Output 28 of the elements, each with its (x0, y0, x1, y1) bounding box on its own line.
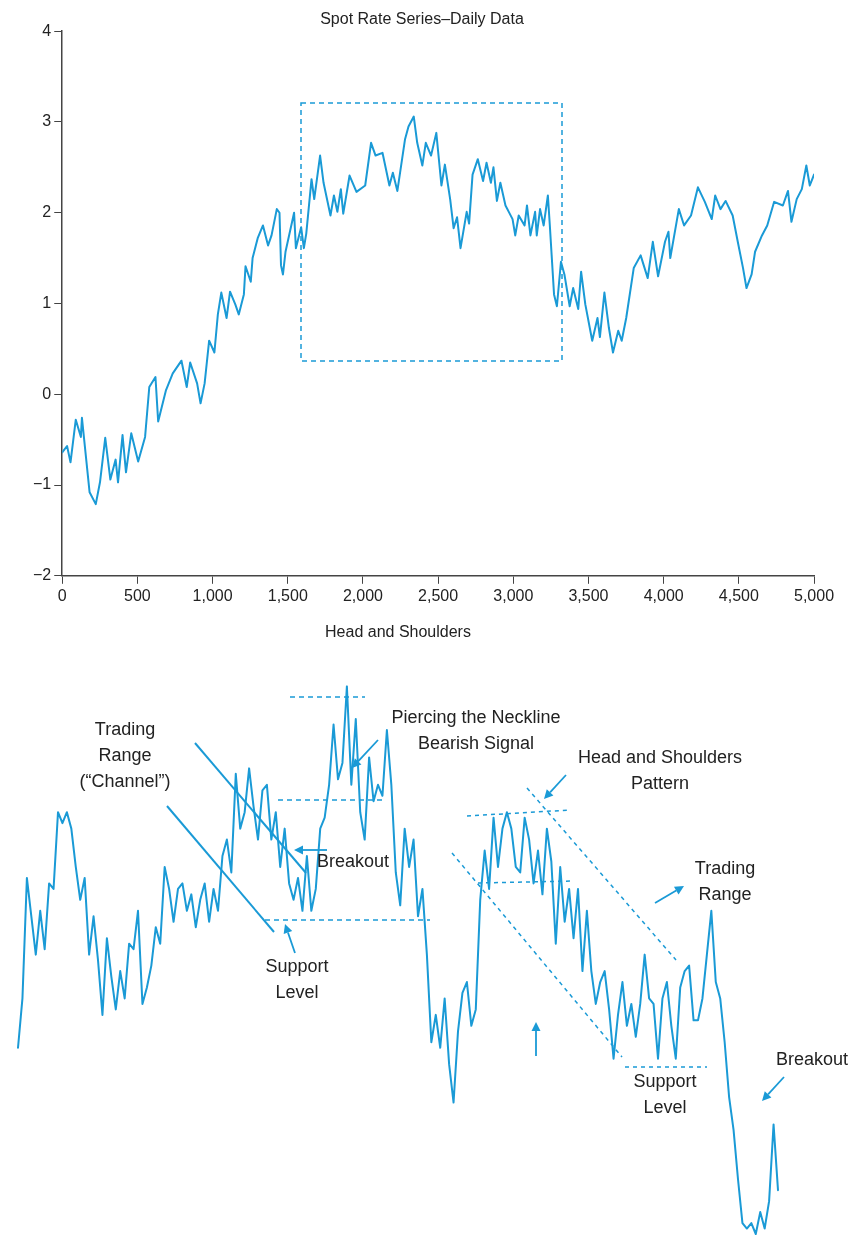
x-tick-label: 3,000 (493, 586, 534, 604)
x-tick-label: 2,500 (418, 586, 459, 604)
annotation: Trading Range (694, 857, 756, 904)
annotation: Head and Shoulders Pattern (577, 746, 743, 793)
y-tick-label: 2 (42, 203, 52, 221)
annotation: Breakout (775, 1048, 849, 1069)
x-tick-label: 3,500 (568, 586, 609, 604)
annotation: Breakout (316, 850, 390, 871)
x-tick-label: 1,500 (267, 586, 308, 604)
x-tick-label: 1,000 (192, 586, 233, 604)
chart-title: Spot Rate Series–Daily Data (320, 10, 524, 28)
annotation: Trading Range (“Channel”) (79, 718, 171, 791)
annotation: Support Level (633, 1070, 697, 1117)
annotation: Support Level (265, 955, 329, 1002)
y-tick-label: 4 (42, 21, 52, 39)
y-tick-label: 1 (42, 293, 52, 311)
y-tick-label: 0 (42, 384, 52, 402)
annotation: Piercing the Neckline Bearish Signal (391, 706, 561, 753)
x-tick-label: 2,000 (342, 586, 384, 604)
x-tick-label: 4,500 (718, 586, 759, 604)
y-tick-label: 3 (42, 112, 52, 130)
x-tick-label: 4,000 (643, 586, 684, 604)
x-tick-label: 500 (124, 586, 151, 604)
x-tick-label: 5,000 (793, 586, 835, 604)
chart-title: Head and Shoulders (325, 623, 471, 641)
y-tick-label: −2 (32, 566, 52, 584)
x-tick-label: 0 (57, 586, 67, 604)
y-tick-label: −1 (32, 475, 52, 493)
